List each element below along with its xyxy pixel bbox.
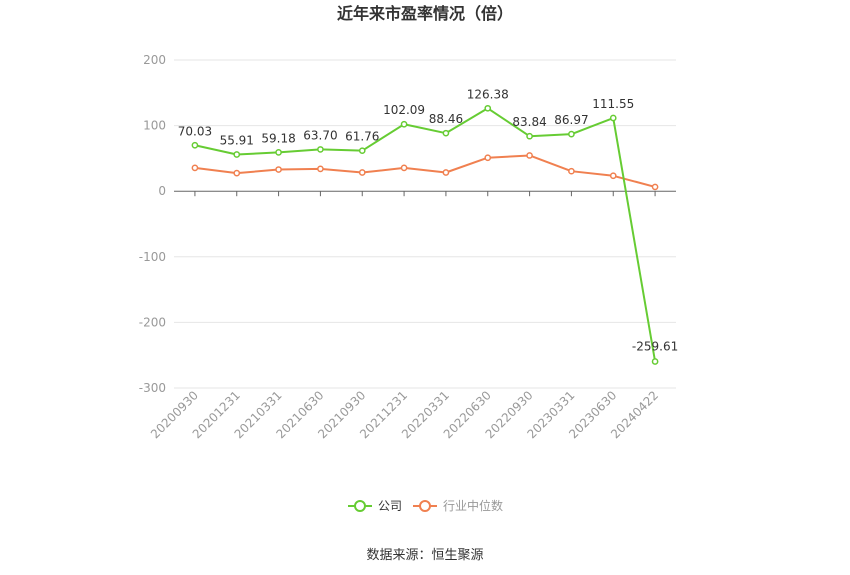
data-point	[358, 147, 366, 155]
series-line	[194, 154, 656, 188]
legend-label: 公司	[378, 499, 402, 513]
data-point	[233, 169, 241, 177]
legend-label: 行业中位数	[443, 498, 503, 513]
data-label: 59.18	[261, 131, 295, 145]
legend: 公司 行业中位数	[348, 498, 503, 513]
legend-item[interactable]: 行业中位数	[413, 498, 503, 513]
data-point	[651, 183, 659, 191]
y-tick-label: 100	[143, 119, 166, 133]
data-point	[609, 172, 617, 180]
chart-title: 近年来市盈率情况（倍）	[337, 4, 513, 23]
y-tick-label: 0	[158, 184, 166, 198]
data-point	[568, 167, 575, 175]
y-tick-label: -100	[139, 250, 166, 264]
legend-marker-icon	[354, 500, 366, 512]
data-point	[400, 120, 408, 128]
data-point	[484, 154, 492, 162]
data-point	[191, 164, 199, 172]
data-point	[484, 104, 492, 112]
data-labels: 70.03 55.91 59.18 63.70 61.76 102.09 88.46 126.…	[178, 87, 679, 353]
data-point	[317, 165, 324, 173]
data-point	[651, 358, 659, 365]
series	[191, 104, 659, 365]
data-point	[442, 129, 450, 137]
data-point	[191, 141, 199, 149]
series-line	[194, 107, 657, 362]
data-source: 数据来源：恒生聚源	[366, 548, 483, 563]
y-tick-label: -200	[139, 315, 166, 329]
data-label: 111.55	[592, 97, 634, 111]
data-label: 83.84	[512, 115, 546, 129]
y-tick-label: -300	[139, 381, 166, 395]
data-label: 61.76	[345, 130, 379, 144]
data-point	[442, 169, 450, 176]
data-label: 55.91	[220, 134, 254, 148]
data-label: 126.38	[467, 87, 509, 101]
data-label: 86.97	[554, 113, 588, 127]
data-point	[317, 146, 324, 153]
data-label: 63.70	[303, 128, 337, 142]
legend-item[interactable]: 公司	[348, 499, 402, 513]
data-label: 70.03	[178, 124, 212, 138]
data-point	[568, 130, 575, 138]
data-point	[609, 114, 617, 122]
data-point	[526, 132, 533, 140]
data-point	[275, 149, 282, 156]
data-point	[526, 152, 533, 159]
legend-marker-icon	[419, 500, 431, 512]
data-label: 102.09	[383, 103, 425, 117]
data-point	[358, 169, 366, 176]
data-point	[275, 166, 282, 173]
data-label: 88.46	[429, 112, 463, 126]
data-label: -259.61	[632, 340, 678, 354]
data-point	[233, 151, 241, 158]
data-point	[400, 164, 408, 172]
y-tick-label: 200	[143, 53, 166, 67]
